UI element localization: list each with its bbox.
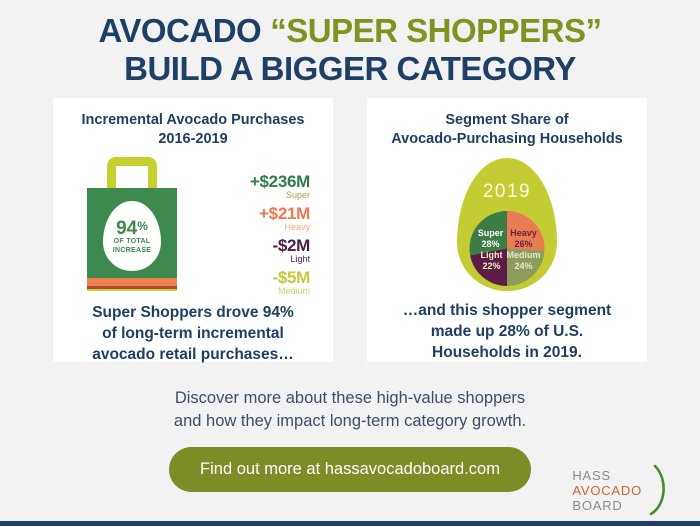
value-label-heavy: Heavy	[284, 222, 310, 232]
left-card-heading: Incremental Avocado Purchases 2016-2019	[53, 111, 333, 149]
shopping-bag-illustration: 94% OF TOTAL INCREASE	[76, 157, 188, 291]
title-prefix: AVOCADO	[98, 12, 262, 49]
bag-dark-stripe	[87, 286, 177, 289]
segment-pie-chart: Super 28% Heavy 26% Light 22% Medium 24%	[469, 211, 545, 286]
value-amount-super: +$236M	[249, 172, 310, 191]
value-amount-light: -$2M	[272, 236, 310, 255]
value-label-light: Light	[290, 254, 310, 264]
pie-label-super: Super 28%	[477, 228, 504, 249]
value-amount-heavy: +$21M	[259, 204, 310, 223]
pie-label-light: Light 22%	[480, 250, 503, 271]
value-label-medium: Medium	[277, 286, 310, 296]
value-row-medium: -$5M Medium	[200, 269, 310, 296]
pie-label-medium: Medium 24%	[506, 250, 541, 271]
year-label: 2019	[482, 181, 532, 202]
avocado-arc-icon	[649, 464, 665, 516]
bag-and-values: 94% OF TOTAL INCREASE +$236M Super	[53, 157, 333, 296]
footer-line1: Discover more about these high-value sho…	[174, 389, 526, 407]
incremental-purchases-card: Incremental Avocado Purchases 2016-2019 …	[53, 98, 333, 363]
total-increase-label-line2: INCREASE	[112, 246, 152, 254]
bag-body: 94% OF TOTAL INCREASE	[87, 188, 177, 291]
title-line2: BUILD A BIGGER CATEGORY	[124, 50, 576, 87]
bag-handle	[107, 157, 157, 188]
find-out-more-button[interactable]: Find out more at hassavocadoboard.com	[169, 447, 531, 492]
footer-line2: and how they impact long-term category g…	[173, 412, 527, 430]
value-row-super: +$236M Super	[200, 173, 310, 200]
logo-line-board: BOARD	[572, 497, 623, 513]
value-label-super: Super	[285, 190, 310, 200]
bag-orange-stripe	[87, 278, 177, 286]
value-amount-medium: -$5M	[272, 268, 310, 287]
footer-text: Discover more about these high-value sho…	[0, 387, 700, 433]
avocado-pie-illustration: 2019 Super 28% Heavy 26% Light 22%	[457, 158, 557, 291]
total-increase-label-line1: OF TOTAL	[113, 238, 151, 245]
cta-row: Find out more at hassavocadoboard.com	[0, 447, 700, 492]
right-card-caption: …and this shopper segment made up 28% of…	[402, 302, 612, 361]
logo-text: HASS AVOCADO BOARD	[572, 468, 642, 513]
title-highlight: “SUPER SHOPPERS”	[270, 12, 602, 49]
left-card-caption: Super Shoppers drove 94% of long-term in…	[92, 304, 294, 363]
right-card-heading-line2: Avocado-Purchasing Households	[391, 131, 623, 147]
avocado-cutout: 94% OF TOTAL INCREASE	[103, 201, 161, 271]
page-title: AVOCADO “SUPER SHOPPERS” BUILD A BIGGER C…	[0, 0, 700, 88]
bottom-accent-bar	[0, 521, 700, 526]
value-row-light: -$2M Light	[200, 237, 310, 264]
hass-avocado-board-logo: HASS AVOCADO BOARD	[572, 464, 670, 516]
left-card-heading-line1: Incremental Avocado Purchases	[81, 112, 305, 128]
cards-row: Incremental Avocado Purchases 2016-2019 …	[0, 98, 700, 363]
logo-line-avocado: AVOCADO	[572, 482, 642, 498]
total-increase-pct: 94%	[116, 218, 148, 239]
right-card-heading: Segment Share of Avocado-Purchasing Hous…	[367, 111, 647, 149]
value-row-heavy: +$21M Heavy	[200, 205, 310, 232]
left-card-heading-line2: 2016-2019	[158, 131, 228, 147]
bag-bottom-edge	[87, 289, 177, 291]
pie-label-heavy: Heavy 26%	[510, 228, 537, 249]
segment-share-card: Segment Share of Avocado-Purchasing Hous…	[367, 98, 647, 362]
logo-line-hass: HASS	[572, 467, 611, 483]
title-line1: AVOCADO “SUPER SHOPPERS”	[0, 12, 700, 50]
segment-values-list: +$236M Super +$21M Heavy -$2M Light -$5M…	[200, 157, 310, 301]
right-card-heading-line1: Segment Share of	[445, 112, 569, 128]
